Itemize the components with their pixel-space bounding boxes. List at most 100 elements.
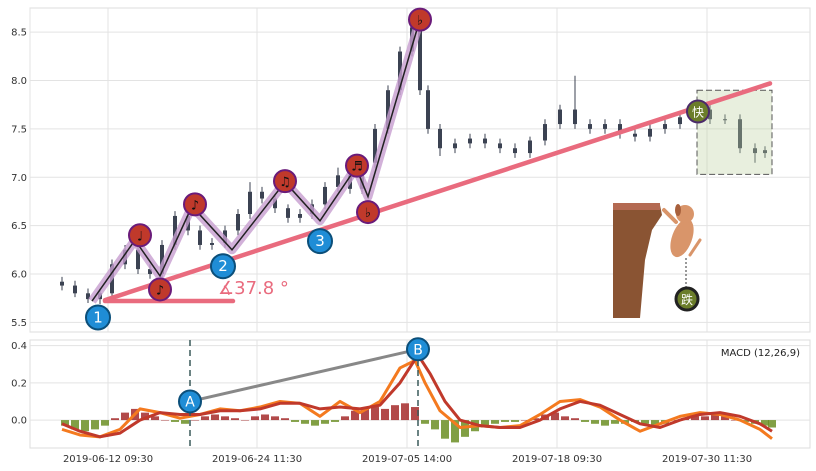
candle-body bbox=[173, 215, 177, 245]
histogram-bar bbox=[551, 412, 559, 421]
histogram-bar bbox=[111, 418, 119, 421]
cliff-top bbox=[613, 203, 660, 210]
histogram-bar bbox=[531, 418, 539, 421]
marker-circle bbox=[210, 253, 236, 280]
histogram-bar bbox=[121, 412, 129, 421]
histogram-bar bbox=[521, 420, 529, 421]
candle-body bbox=[148, 269, 152, 274]
price-panel: 5.5 6.0 6.5 7.0 7.5 8.0 8.5 1 2 3 ♩ ♪ ♪ ♫ ♬ ♭ ♭ 快跌 bbox=[11, 7, 811, 333]
histogram-bar bbox=[241, 420, 249, 421]
histogram-bar bbox=[731, 420, 739, 421]
candle-body bbox=[573, 109, 577, 125]
candle-body bbox=[286, 208, 290, 218]
histogram-bar bbox=[511, 420, 519, 422]
dog-arm bbox=[662, 208, 678, 224]
marker-text: ♬ bbox=[351, 160, 363, 175]
histogram-bar bbox=[768, 420, 776, 428]
histogram-bar bbox=[81, 420, 89, 432]
histogram-bar bbox=[761, 420, 769, 426]
down-marker: 跌 bbox=[674, 286, 700, 312]
marker-text: ♪ bbox=[156, 283, 164, 298]
macd-title: MACD (12,26,9) bbox=[721, 348, 800, 359]
histogram-bar bbox=[441, 420, 449, 439]
histogram-bar bbox=[291, 420, 299, 422]
candle-body bbox=[603, 124, 607, 129]
divergence-circle bbox=[406, 337, 430, 362]
x-tick-label: 2019-07-30 11:30 bbox=[662, 454, 752, 465]
wave-note-marker: ♪ bbox=[183, 192, 207, 217]
candle-body bbox=[558, 109, 562, 125]
histogram-bar bbox=[321, 420, 329, 424]
candle-body bbox=[498, 143, 502, 149]
candle-body bbox=[738, 119, 742, 149]
histogram-bar bbox=[281, 418, 289, 421]
macd-series-line bbox=[61, 353, 773, 439]
histogram-bar bbox=[381, 408, 389, 421]
y-tick-label: 8.5 bbox=[11, 28, 27, 39]
up-marker: 快 bbox=[686, 99, 710, 124]
divergence-text: B bbox=[413, 342, 423, 358]
candle-body bbox=[386, 90, 390, 129]
histogram-bar bbox=[481, 420, 489, 428]
y-tick-label: 5.5 bbox=[11, 318, 27, 329]
y-tick-label: 0.2 bbox=[11, 378, 27, 389]
candle-body bbox=[513, 148, 517, 154]
marker-text: ♪ bbox=[191, 198, 199, 213]
histogram-bar bbox=[371, 407, 379, 421]
candle-body bbox=[160, 244, 164, 274]
candle-body bbox=[678, 117, 682, 125]
y-tick-label: 8.0 bbox=[11, 76, 27, 87]
marker-text: ♫ bbox=[279, 175, 291, 190]
histogram-bar bbox=[221, 416, 229, 421]
candle-body bbox=[86, 293, 90, 300]
histogram-bar bbox=[711, 414, 719, 421]
histogram-bar bbox=[571, 418, 579, 421]
up-marker-circle bbox=[686, 99, 710, 124]
candle-body bbox=[453, 143, 457, 149]
candle-body bbox=[618, 124, 622, 134]
candle-body bbox=[336, 175, 340, 187]
range-box bbox=[696, 89, 773, 175]
candle-body bbox=[426, 90, 430, 129]
marker-circle bbox=[307, 228, 333, 255]
divergence-text: A bbox=[185, 394, 195, 410]
marker-text: 1 bbox=[93, 308, 103, 326]
histogram-bar bbox=[201, 416, 209, 421]
x-tick-label: 2019-06-12 09:30 bbox=[63, 454, 153, 465]
histogram-bar bbox=[591, 420, 599, 424]
cliff-rock bbox=[613, 205, 662, 318]
candle-body bbox=[136, 249, 140, 270]
candle-body bbox=[60, 281, 64, 286]
histogram-bar bbox=[251, 416, 259, 421]
wave-note-marker: ♭ bbox=[408, 7, 432, 32]
histogram-bar bbox=[151, 416, 159, 421]
candle-body bbox=[588, 124, 592, 129]
marker-text: ♭ bbox=[365, 206, 371, 221]
histogram-bar bbox=[561, 416, 569, 421]
candle-body bbox=[323, 186, 327, 205]
x-tick-label: 2019-06-24 11:30 bbox=[212, 454, 302, 465]
y-tick-label: 7.0 bbox=[11, 173, 27, 184]
candle-body bbox=[648, 128, 652, 137]
histogram-bar bbox=[421, 420, 429, 424]
histogram-bar bbox=[671, 420, 679, 421]
histogram-bar bbox=[501, 420, 509, 422]
y-tick-label: 0.4 bbox=[11, 341, 27, 352]
marker-circle bbox=[273, 169, 297, 194]
candle-body bbox=[298, 214, 302, 218]
marker-circle bbox=[128, 223, 152, 248]
candle-body bbox=[753, 148, 757, 154]
x-tick-label: 2019-07-05 14:00 bbox=[362, 454, 452, 465]
candle-body bbox=[248, 191, 252, 215]
divergence-line bbox=[189, 347, 419, 403]
marker-circle bbox=[408, 7, 432, 32]
histogram-bar bbox=[491, 420, 499, 424]
histogram-bar bbox=[721, 416, 729, 421]
angle-label: ∡37.8 ° bbox=[218, 278, 289, 299]
candle-body bbox=[273, 198, 277, 209]
histogram-bar bbox=[581, 420, 589, 422]
wave-note-marker: ♭ bbox=[356, 200, 380, 225]
histogram-bar bbox=[101, 420, 109, 426]
histogram-bar bbox=[261, 414, 269, 421]
marker-text: ♩ bbox=[137, 229, 143, 244]
